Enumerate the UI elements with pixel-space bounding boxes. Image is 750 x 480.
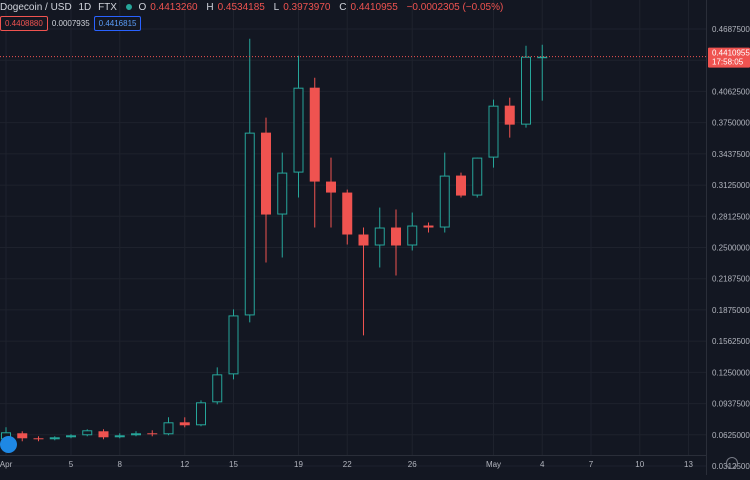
candle-body xyxy=(49,437,60,440)
candle-body xyxy=(439,175,450,228)
x-tick-label: 19 xyxy=(294,460,303,469)
candle-body xyxy=(277,172,288,215)
x-tick-label: 12 xyxy=(180,460,189,469)
y-tick-label: 0.0625000 xyxy=(712,431,750,440)
y-tick-label: 0.2500000 xyxy=(712,244,750,253)
candle-body xyxy=(244,132,255,316)
x-tick-label: 15 xyxy=(229,460,238,469)
y-tick-label: 0.1562500 xyxy=(712,337,750,346)
low-label: L xyxy=(273,2,280,13)
close-label: C xyxy=(339,2,347,13)
y-tick-label: 0.0937500 xyxy=(712,400,750,409)
y-tick-label: 0.1875000 xyxy=(712,306,750,315)
y-tick-label: 0.3750000 xyxy=(712,119,750,128)
candle-body xyxy=(309,87,320,182)
exchange-label: FTX xyxy=(98,2,117,13)
candle-body xyxy=(163,422,174,435)
candle-body xyxy=(147,433,158,435)
symbol-name[interactable]: Dogecoin / USD xyxy=(0,2,72,13)
candle-body xyxy=(521,56,531,125)
candle-body xyxy=(358,234,369,246)
high-value: 0.4534185 xyxy=(217,2,265,13)
y-tick-label: 0.4062500 xyxy=(712,87,750,96)
open-label: O xyxy=(138,2,147,13)
x-tick-label: May xyxy=(486,460,501,469)
bid-price[interactable]: 0.4408880 xyxy=(0,16,48,31)
y-tick-label: 0.2187500 xyxy=(712,275,750,284)
candle-body xyxy=(114,435,125,438)
x-tick-label: 5 xyxy=(69,460,74,469)
candle-body xyxy=(488,105,499,158)
candle-body xyxy=(179,422,190,426)
current-price-tag xyxy=(708,47,750,68)
candle-body xyxy=(261,132,271,215)
x-tick-label: 22 xyxy=(343,460,352,469)
close-value: 0.4410955 xyxy=(350,2,398,13)
candle-body xyxy=(228,315,239,375)
change-value: −0.0002305 (−0.05%) xyxy=(406,2,504,13)
candle-body xyxy=(472,157,483,196)
candle-body xyxy=(293,87,304,173)
candle-body xyxy=(196,402,206,426)
y-tick-label: 0.3125000 xyxy=(712,181,750,190)
candle-body xyxy=(537,56,548,59)
candle-body xyxy=(17,433,28,439)
candle-body xyxy=(342,192,353,235)
candle-body xyxy=(66,435,76,438)
open-value: 0.4413260 xyxy=(150,2,198,13)
x-tick-label: 8 xyxy=(118,460,123,469)
x-tick-label: 10 xyxy=(635,460,644,469)
y-tick-label: 0.2812500 xyxy=(712,212,750,221)
candle-body xyxy=(407,225,418,246)
candle-body xyxy=(423,225,434,228)
low-value: 0.3973970 xyxy=(283,2,331,13)
candle-body xyxy=(504,105,515,125)
candle-body xyxy=(391,227,401,246)
settings-gear-icon[interactable] xyxy=(726,457,738,469)
symbol-legend: Dogecoin / USD 1D FTX O 0.4413260 H 0.4534… xyxy=(0,2,509,13)
x-tick-label: 4 xyxy=(540,460,545,469)
y-tick-label: 0.4687500 xyxy=(712,25,750,34)
candle-body xyxy=(326,181,336,193)
bid-ask-row: 0.4408880 0.0007935 0.4416815 xyxy=(0,16,142,31)
candle-body xyxy=(456,175,466,196)
candle-body xyxy=(131,433,141,436)
x-tick-label: 7 xyxy=(589,460,594,469)
current-price-label: 0.4410955 xyxy=(712,49,750,58)
candle-body xyxy=(374,227,385,246)
high-label: H xyxy=(206,2,214,13)
candle-body xyxy=(98,431,109,438)
x-tick-label: 13 xyxy=(684,460,693,469)
y-tick-label: 0.1250000 xyxy=(712,368,750,377)
countdown-label: 17:58:05 xyxy=(712,58,744,67)
candle-body xyxy=(33,438,44,440)
x-tick-label: Apr xyxy=(0,460,13,469)
market-status-icon xyxy=(125,4,132,11)
candle-body xyxy=(82,430,93,436)
interval-label[interactable]: 1D xyxy=(78,2,92,13)
spread-value: 0.0007935 xyxy=(51,19,90,28)
y-tick-label: 0.3437500 xyxy=(712,150,750,159)
candle-body xyxy=(212,374,223,403)
tradingview-logo-icon[interactable] xyxy=(0,436,17,453)
x-tick-label: 26 xyxy=(408,460,417,469)
ask-price[interactable]: 0.4416815 xyxy=(93,16,142,31)
